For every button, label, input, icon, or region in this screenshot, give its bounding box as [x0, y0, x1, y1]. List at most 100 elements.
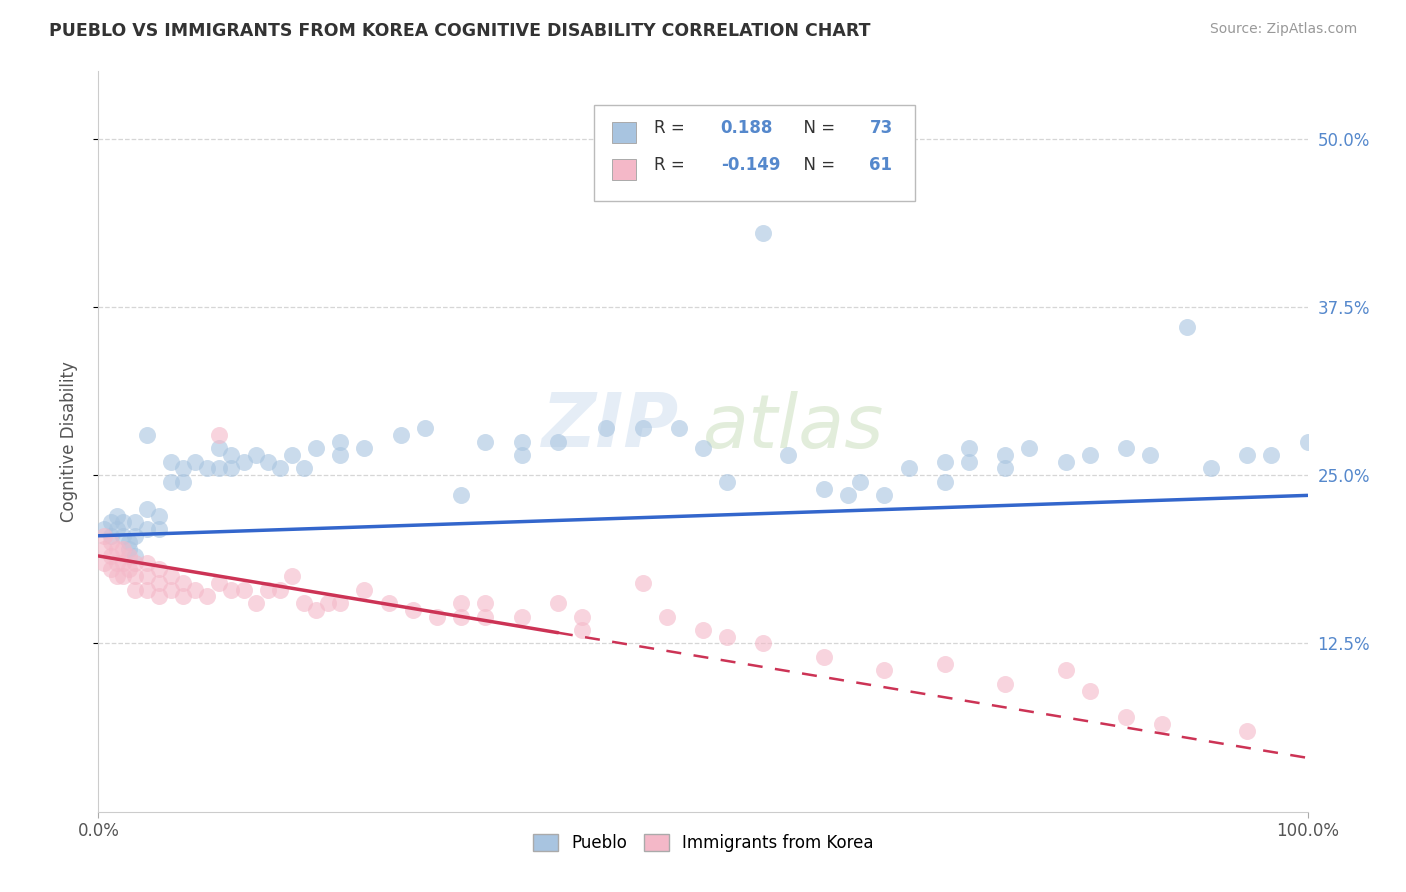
- Point: [148, 522, 170, 536]
- Point: [135, 556, 157, 570]
- Point: [316, 596, 339, 610]
- Text: atlas: atlas: [703, 391, 884, 463]
- Point: [208, 461, 231, 475]
- Point: [1078, 448, 1101, 462]
- Point: [135, 501, 157, 516]
- Point: [305, 603, 328, 617]
- Point: [292, 461, 315, 475]
- Text: R =: R =: [654, 155, 690, 174]
- Point: [1115, 710, 1137, 724]
- Point: [668, 421, 690, 435]
- Text: -0.149: -0.149: [721, 155, 780, 174]
- Point: [377, 596, 399, 610]
- Point: [631, 575, 654, 590]
- Point: [245, 448, 267, 462]
- Point: [994, 461, 1017, 475]
- Point: [631, 421, 654, 435]
- Point: [474, 609, 496, 624]
- Point: [105, 556, 128, 570]
- Point: [1199, 461, 1222, 475]
- Point: [172, 475, 194, 489]
- Point: [329, 596, 352, 610]
- Point: [934, 475, 956, 489]
- Point: [256, 582, 278, 597]
- Point: [148, 590, 170, 604]
- Point: [111, 516, 134, 530]
- Point: [105, 522, 128, 536]
- Point: [118, 535, 141, 549]
- Point: [450, 596, 472, 610]
- Point: [413, 421, 436, 435]
- Point: [118, 562, 141, 576]
- Point: [269, 461, 291, 475]
- Text: 73: 73: [869, 119, 893, 136]
- Point: [245, 596, 267, 610]
- Point: [172, 590, 194, 604]
- Point: [148, 575, 170, 590]
- Point: [752, 226, 775, 240]
- Point: [450, 488, 472, 502]
- Point: [93, 529, 115, 543]
- Point: [111, 569, 134, 583]
- Point: [221, 448, 243, 462]
- Point: [160, 582, 183, 597]
- Point: [100, 562, 122, 576]
- Point: [111, 542, 134, 557]
- Point: [118, 549, 141, 563]
- Text: Source: ZipAtlas.com: Source: ZipAtlas.com: [1209, 22, 1357, 37]
- Text: 61: 61: [869, 155, 893, 174]
- Point: [426, 609, 449, 624]
- Point: [571, 623, 593, 637]
- Point: [510, 609, 533, 624]
- Point: [353, 442, 375, 456]
- Point: [93, 522, 115, 536]
- Point: [135, 582, 157, 597]
- Point: [195, 590, 218, 604]
- Bar: [613, 160, 636, 180]
- Point: [389, 427, 412, 442]
- Point: [292, 596, 315, 610]
- Bar: [613, 122, 636, 144]
- Point: [232, 455, 254, 469]
- Point: [655, 609, 678, 624]
- Point: [510, 434, 533, 449]
- Point: [1260, 448, 1282, 462]
- Point: [160, 569, 183, 583]
- Text: 0.188: 0.188: [721, 119, 773, 136]
- Point: [148, 562, 170, 576]
- Point: [813, 649, 835, 664]
- Point: [1054, 664, 1077, 678]
- Point: [849, 475, 872, 489]
- Point: [111, 556, 134, 570]
- Point: [269, 582, 291, 597]
- Point: [1078, 683, 1101, 698]
- Point: [111, 529, 134, 543]
- Point: [1175, 320, 1198, 334]
- Point: [256, 455, 278, 469]
- Point: [100, 535, 122, 549]
- Point: [692, 623, 714, 637]
- Point: [1296, 434, 1319, 449]
- Point: [957, 455, 980, 469]
- Point: [148, 508, 170, 523]
- Point: [873, 488, 896, 502]
- Point: [124, 516, 146, 530]
- Point: [897, 461, 920, 475]
- Point: [934, 455, 956, 469]
- Point: [450, 609, 472, 624]
- Point: [124, 529, 146, 543]
- Point: [184, 582, 207, 597]
- Text: N =: N =: [793, 155, 841, 174]
- Legend: Pueblo, Immigrants from Korea: Pueblo, Immigrants from Korea: [526, 828, 880, 859]
- Text: N =: N =: [793, 119, 841, 136]
- Point: [184, 455, 207, 469]
- Point: [837, 488, 859, 502]
- Point: [232, 582, 254, 597]
- Point: [776, 448, 799, 462]
- Point: [1018, 442, 1040, 456]
- Point: [208, 427, 231, 442]
- Text: R =: R =: [654, 119, 690, 136]
- Point: [994, 677, 1017, 691]
- Point: [957, 442, 980, 456]
- Point: [329, 434, 352, 449]
